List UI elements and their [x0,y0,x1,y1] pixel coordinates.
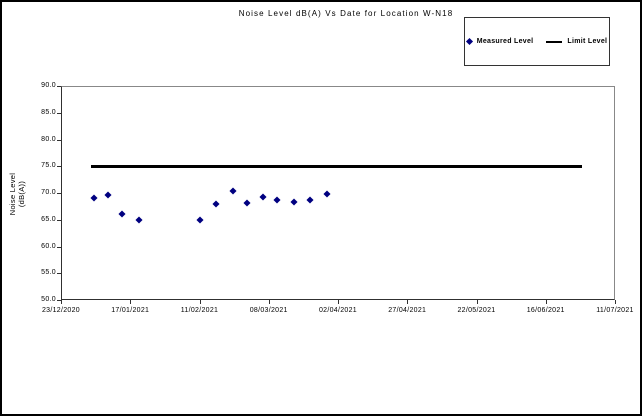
x-tick-label: 11/02/2021 [165,307,235,314]
plot-area [61,86,615,300]
x-tick-mark [338,300,339,304]
x-tick-label: 17/01/2021 [95,307,165,314]
y-tick-label: 90.0 [22,82,56,89]
x-tick-label: 08/03/2021 [234,307,304,314]
legend-label-limit: Limit Level [567,38,607,45]
measured-point-icon [466,38,473,45]
y-tick-mark [57,113,61,114]
x-tick-label: 23/12/2020 [26,307,96,314]
y-tick-mark [57,193,61,194]
y-tick-mark [57,140,61,141]
y-tick-mark [57,220,61,221]
y-tick-label: 70.0 [22,189,56,196]
y-tick-mark [57,166,61,167]
x-tick-label: 16/06/2021 [511,307,581,314]
legend-item-limit: Limit Level [546,38,607,45]
y-tick-label: 85.0 [22,109,56,116]
y-tick-label: 60.0 [22,243,56,250]
x-tick-mark [546,300,547,304]
y-tick-label: 50.0 [22,296,56,303]
x-tick-label: 22/05/2021 [442,307,512,314]
y-tick-label: 65.0 [22,216,56,223]
legend-label-measured: Measured Level [477,38,534,45]
x-tick-mark [200,300,201,304]
chart-canvas: Noise Level dB(A) Vs Date for Location W… [0,0,642,416]
x-tick-mark [615,300,616,304]
y-tick-label: 80.0 [22,136,56,143]
y-tick-mark [57,273,61,274]
y-tick-label: 75.0 [22,162,56,169]
x-tick-mark [477,300,478,304]
limit-line [91,165,581,168]
legend: Measured Level Limit Level [464,17,610,66]
x-tick-mark [407,300,408,304]
x-tick-mark [61,300,62,304]
legend-item-measured: Measured Level [467,38,534,45]
y-tick-mark [57,247,61,248]
x-tick-mark [130,300,131,304]
y-tick-label: 55.0 [22,269,56,276]
x-tick-label: 11/07/2021 [580,307,642,314]
y-tick-mark [57,86,61,87]
x-tick-label: 02/04/2021 [303,307,373,314]
x-tick-mark [269,300,270,304]
limit-line-icon [546,41,562,43]
x-tick-label: 27/04/2021 [372,307,442,314]
